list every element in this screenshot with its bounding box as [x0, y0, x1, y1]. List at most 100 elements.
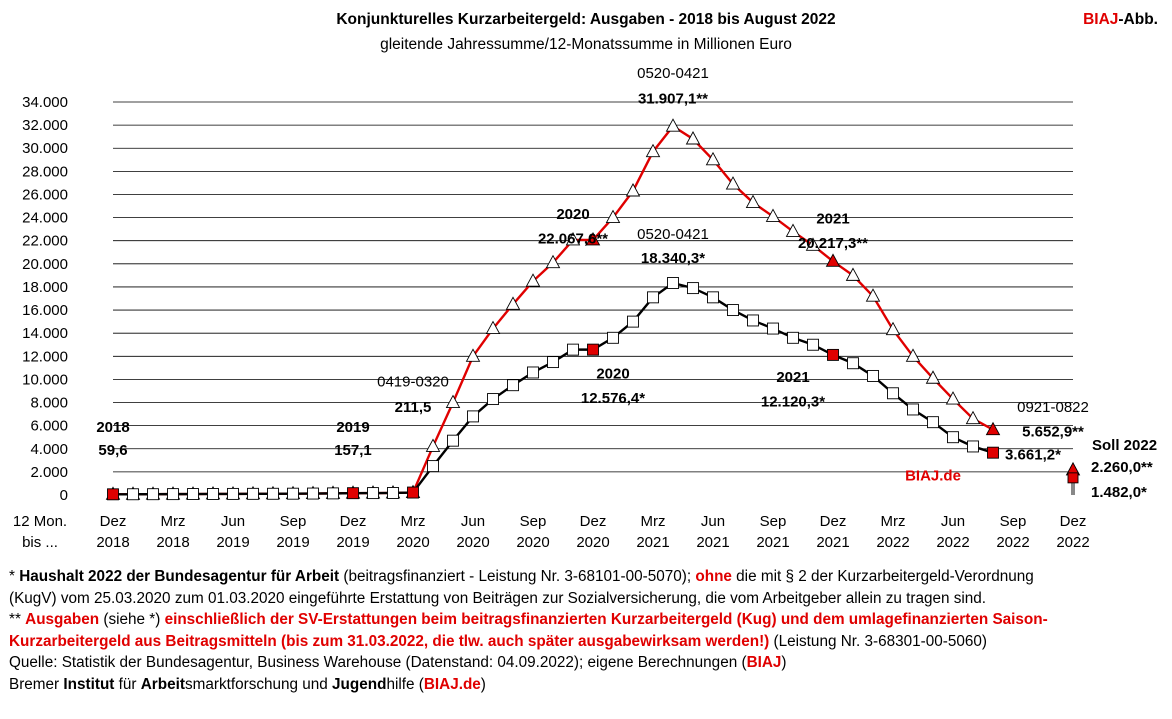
y-tick-label: 12.000	[22, 348, 68, 365]
x-tick-month: Dez	[340, 513, 367, 530]
series-point-square	[807, 338, 819, 351]
annotation-label: 2020	[556, 206, 589, 223]
annotation-label: 5.652,9**	[1022, 423, 1084, 440]
fn3-star: **	[9, 611, 26, 629]
fn6-b1: Institut	[63, 675, 115, 693]
x-tick-month: Dez	[100, 513, 127, 530]
footnote-line-4: Kurzarbeitergeld aus Beitragsmitteln (bi…	[9, 631, 1169, 653]
x-tick-year: 2018	[156, 534, 189, 551]
series-point-triangle	[605, 209, 621, 224]
series-point-square	[727, 304, 739, 317]
series-point-triangle	[585, 231, 601, 246]
y-tick-label: 24.000	[22, 210, 68, 227]
fn6-b3: Jugend	[332, 675, 387, 693]
x-tick-year: 2022	[996, 534, 1029, 551]
series-point-square	[527, 366, 539, 379]
series-point-square	[767, 322, 779, 335]
series-point-square	[127, 488, 139, 501]
footnote-line-1: * Haushalt 2022 der Bundesagentur für Ar…	[9, 566, 1169, 588]
fn3-red2: einschließlich der SV-Erstattungen beim …	[164, 611, 1048, 629]
y-tick-label: 20.000	[22, 256, 68, 273]
fn1-text1: (beitragsfinanziert - Leistung Nr. 3-681…	[339, 568, 696, 585]
x-tick-year: 2022	[1056, 534, 1089, 551]
series-point-square	[587, 343, 599, 356]
series-point-triangle	[565, 231, 581, 246]
annotation-label: 2021	[776, 369, 809, 386]
series-point-square	[147, 488, 159, 501]
x-tick-month: Mrz	[401, 513, 426, 530]
fn6-t3: smarktforschung und	[184, 675, 333, 693]
series-point-square	[407, 486, 419, 499]
y-tick-label: 2.000	[30, 464, 68, 481]
series-point-triangle	[445, 394, 461, 408]
series-point-triangle	[545, 254, 561, 269]
annotation-label: 0520-0421	[637, 65, 709, 82]
series-point-square	[647, 291, 659, 304]
chart-subtitle: gleitende Jahressumme/12-Monatssumme in …	[380, 36, 792, 53]
x-tick-year: 2019	[276, 534, 309, 551]
y-tick-label: 30.000	[22, 140, 68, 157]
y-tick-label: 0	[60, 487, 68, 504]
fn5-red1: BIAJ	[746, 654, 782, 672]
series-point-square	[687, 282, 699, 295]
series-point-square	[267, 487, 279, 500]
series-point-square	[707, 291, 719, 304]
fn6-t4: hilfe (	[386, 675, 424, 693]
x-tick-year: 2021	[816, 534, 849, 551]
y-tick-label: 6.000	[30, 418, 68, 435]
fn4-red1: Kurzarbeitergeld aus Beitragsmitteln (bi…	[9, 632, 770, 650]
x-tick-month: Mrz	[881, 513, 906, 530]
y-tick-label: 28.000	[22, 163, 68, 180]
series-point-triangle	[505, 296, 521, 310]
series-point-triangle	[425, 438, 441, 452]
series-point-square	[507, 379, 519, 392]
x-tick-month: Sep	[760, 513, 787, 530]
series-point-square	[167, 488, 179, 501]
annotation-label: 18.340,3*	[641, 250, 705, 267]
footnote-institute: Bremer Institut für Arbeitsmarktforschun…	[9, 674, 1169, 696]
x-tick-month: Sep	[520, 513, 547, 530]
series-point-square	[607, 331, 619, 344]
series-point-triangle	[525, 273, 541, 287]
series-point-square	[787, 331, 799, 344]
series-point-triangle	[625, 183, 641, 197]
series-point-square	[327, 487, 339, 500]
series-point-triangle	[785, 223, 801, 237]
series-point-square	[187, 488, 199, 500]
series-point-square	[887, 387, 899, 400]
series-point-triangle	[985, 421, 1001, 436]
x-tick-year: 2021	[636, 534, 669, 551]
x-tick-year: 2021	[756, 534, 789, 551]
brand-tag: BIAJ-Abb.	[1083, 11, 1158, 29]
y-tick-label: 34.000	[22, 94, 68, 111]
y-unit-label-1: 12 Mon.	[13, 513, 67, 530]
footnote-line-2: (KugV) vom 25.03.2020 zum 01.03.2020 ein…	[9, 589, 987, 607]
annotation-label: 2018	[96, 419, 129, 436]
soll-black-value-label: 1.482,0*	[1091, 484, 1147, 501]
x-tick-month: Jun	[701, 513, 725, 530]
x-tick-month: Dez	[1060, 513, 1087, 530]
fn4-text1: (Leistung Nr. 3-68301-00-5060)	[769, 632, 987, 650]
x-tick-year: 2019	[216, 534, 249, 551]
series-point-triangle	[905, 348, 921, 362]
fn1-star: *	[9, 568, 20, 585]
annotation-label: 2021	[816, 211, 849, 228]
x-tick-month: Mrz	[641, 513, 666, 530]
y-tick-label: 10.000	[22, 371, 68, 388]
series-point-square	[667, 277, 679, 289]
annotation-label: 0419-0320	[377, 374, 449, 391]
x-tick-month: Jun	[461, 513, 485, 530]
y-tick-label: 26.000	[22, 186, 68, 203]
series-point-triangle	[945, 391, 961, 405]
series-point-triangle	[465, 348, 481, 362]
series-point-triangle	[885, 321, 901, 336]
series-point-square	[287, 487, 299, 500]
series-point-triangle	[865, 288, 881, 302]
x-tick-year: 2020	[456, 534, 489, 551]
annotation-label: 3.661,2*	[1005, 447, 1061, 464]
annotation-label: 211,5	[395, 399, 432, 416]
brand-tag-biaj: BIAJ	[1083, 11, 1119, 28]
x-tick-year: 2021	[696, 534, 729, 551]
series-point-square	[487, 393, 499, 406]
series-point-square	[847, 357, 859, 370]
